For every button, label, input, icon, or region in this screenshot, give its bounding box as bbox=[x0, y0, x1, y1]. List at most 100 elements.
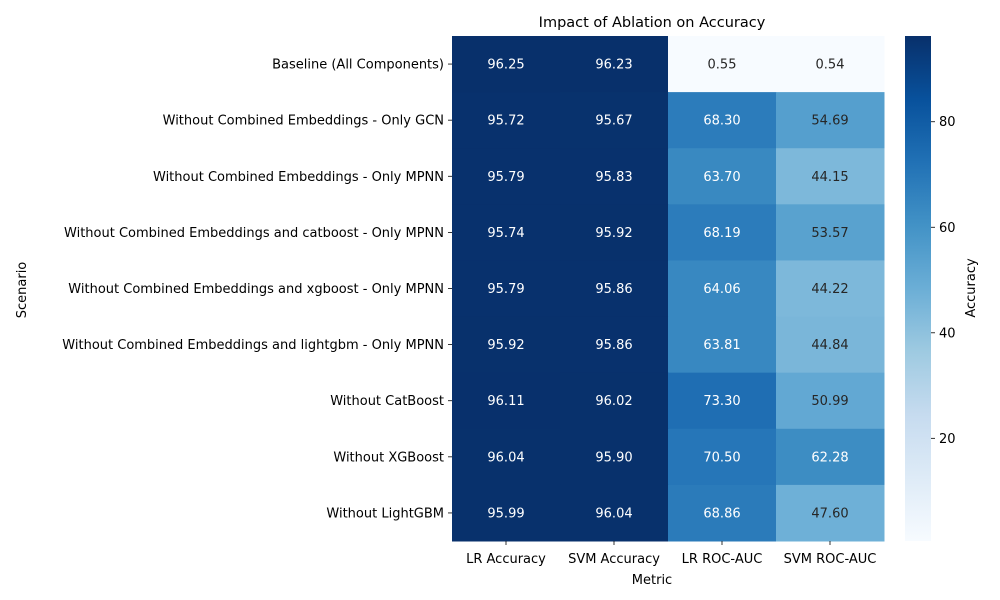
colorbar-gradient bbox=[905, 36, 931, 541]
column-tick-labels: LR Accuracy SVM Accuracy LR ROC-AUC SVM ROC… bbox=[466, 541, 876, 567]
heatmap-cell bbox=[560, 36, 669, 93]
colorbar-label: Accuracy bbox=[964, 258, 979, 318]
cell-value-label: 44.22 bbox=[811, 282, 848, 297]
heatmap-cell bbox=[560, 372, 669, 430]
cell-value-label: 96.11 bbox=[487, 394, 524, 409]
cell-value-label: 96.04 bbox=[487, 450, 524, 465]
heatmap-cell bbox=[560, 484, 669, 542]
heatmap-cell bbox=[452, 260, 561, 318]
heatmap-cells bbox=[452, 36, 885, 542]
cell-value-label: 47.60 bbox=[811, 506, 848, 521]
heatmap-cell bbox=[452, 148, 561, 205]
colorbar-tick-label: 80 bbox=[939, 115, 956, 130]
column-tick-label: LR ROC-AUC bbox=[682, 552, 763, 567]
cell-value-label: 96.23 bbox=[595, 58, 632, 73]
heatmap-cell bbox=[776, 204, 885, 261]
cell-value-label: 62.28 bbox=[811, 450, 848, 465]
cell-value-label: 96.04 bbox=[595, 506, 632, 521]
column-tick-label: SVM ROC-AUC bbox=[784, 552, 877, 567]
cell-value-label: 0.55 bbox=[708, 58, 737, 73]
cell-value-label: 64.06 bbox=[703, 282, 740, 297]
heatmap-cell bbox=[560, 260, 669, 318]
cell-value-label: 63.70 bbox=[703, 170, 740, 185]
heatmap-cell bbox=[668, 484, 777, 542]
cell-value-label: 53.57 bbox=[811, 226, 848, 241]
cell-value-label: 95.90 bbox=[595, 450, 632, 465]
cell-value-label: 96.02 bbox=[595, 394, 632, 409]
colorbar-ticks: 20 40 60 80 bbox=[931, 115, 956, 447]
heatmap-cell bbox=[776, 92, 885, 149]
heatmap-cell bbox=[560, 316, 669, 374]
chart-title: Impact of Ablation on Accuracy bbox=[539, 15, 766, 31]
cell-value-label: 95.86 bbox=[595, 338, 632, 353]
heatmap-cell bbox=[668, 316, 777, 374]
cell-value-label: 95.83 bbox=[595, 170, 632, 185]
cell-value-label: 54.69 bbox=[811, 114, 848, 129]
row-tick-labels: Baseline (All Components) Without Combine… bbox=[62, 58, 452, 521]
cell-value-label: 95.99 bbox=[487, 506, 524, 521]
heatmap-cell bbox=[776, 148, 885, 205]
heatmap-cell bbox=[776, 316, 885, 374]
heatmap-cell bbox=[776, 36, 885, 93]
heatmap-cell bbox=[560, 428, 669, 486]
colorbar-tick-label: 20 bbox=[939, 432, 956, 447]
x-axis-label: Metric bbox=[632, 573, 672, 588]
heatmap-cell bbox=[452, 316, 561, 374]
row-tick-label: Without Combined Embeddings and xgboost … bbox=[68, 282, 444, 297]
cell-value-label: 44.84 bbox=[811, 338, 848, 353]
heatmap-cell bbox=[452, 372, 561, 430]
row-tick-label: Without Combined Embeddings and lightgbm… bbox=[62, 338, 444, 353]
cell-value-label: 95.74 bbox=[487, 226, 524, 241]
cell-value-label: 95.92 bbox=[595, 226, 632, 241]
cell-value-labels: 96.25 96.23 0.55 0.54 95.72 95.67 68.30 54.69 95… bbox=[487, 58, 848, 522]
cell-value-label: 95.72 bbox=[487, 114, 524, 129]
cell-value-label: 63.81 bbox=[703, 338, 740, 353]
heatmap-cell bbox=[560, 148, 669, 205]
cell-value-label: 73.30 bbox=[703, 394, 740, 409]
row-tick-label: Without CatBoost bbox=[330, 394, 444, 409]
colorbar: 20 40 60 80 Accuracy bbox=[905, 36, 979, 541]
heatmap-cell bbox=[668, 36, 777, 93]
heatmap-cell bbox=[452, 428, 561, 486]
cell-value-label: 68.30 bbox=[703, 114, 740, 129]
heatmap-cell bbox=[668, 260, 777, 318]
heatmap-cell bbox=[560, 92, 669, 149]
row-tick-label: Without Combined Embeddings - Only MPNN bbox=[153, 170, 444, 185]
heatmap-cell bbox=[560, 204, 669, 261]
heatmap-cell bbox=[668, 148, 777, 205]
cell-value-label: 50.99 bbox=[811, 394, 848, 409]
heatmap-cell bbox=[452, 204, 561, 261]
y-axis-label: Scenario bbox=[15, 262, 30, 319]
cell-value-label: 44.15 bbox=[811, 170, 848, 185]
heatmap-cell bbox=[668, 428, 777, 486]
row-tick-label: Baseline (All Components) bbox=[272, 58, 444, 73]
column-tick-label: SVM Accuracy bbox=[568, 552, 660, 567]
cell-value-label: 0.54 bbox=[816, 58, 845, 73]
heatmap-cell bbox=[452, 92, 561, 149]
row-tick-label: Without Combined Embeddings and catboost… bbox=[64, 226, 444, 241]
cell-value-label: 95.79 bbox=[487, 282, 524, 297]
cell-value-label: 68.19 bbox=[703, 226, 740, 241]
row-tick-label: Without XGBoost bbox=[333, 450, 444, 465]
row-tick-label: Without LightGBM bbox=[326, 506, 444, 521]
cell-value-label: 70.50 bbox=[703, 450, 740, 465]
cell-value-label: 96.25 bbox=[487, 58, 524, 73]
cell-value-label: 95.92 bbox=[487, 338, 524, 353]
cell-value-label: 68.86 bbox=[703, 506, 740, 521]
heatmap-cell bbox=[776, 260, 885, 318]
cell-value-label: 95.67 bbox=[595, 114, 632, 129]
heatmap-cell bbox=[668, 204, 777, 261]
heatmap-cell bbox=[452, 484, 561, 542]
cell-value-label: 95.79 bbox=[487, 170, 524, 185]
column-tick-label: LR Accuracy bbox=[466, 552, 546, 567]
colorbar-tick-label: 40 bbox=[939, 326, 956, 341]
heatmap-cell bbox=[452, 36, 561, 93]
colorbar-tick-label: 60 bbox=[939, 221, 956, 236]
row-tick-label: Without Combined Embeddings - Only GCN bbox=[163, 114, 444, 129]
heatmap-cell bbox=[776, 484, 885, 542]
heatmap-cell bbox=[776, 428, 885, 486]
heatmap-cell bbox=[776, 372, 885, 430]
heatmap-cell bbox=[668, 372, 777, 430]
cell-value-label: 95.86 bbox=[595, 282, 632, 297]
